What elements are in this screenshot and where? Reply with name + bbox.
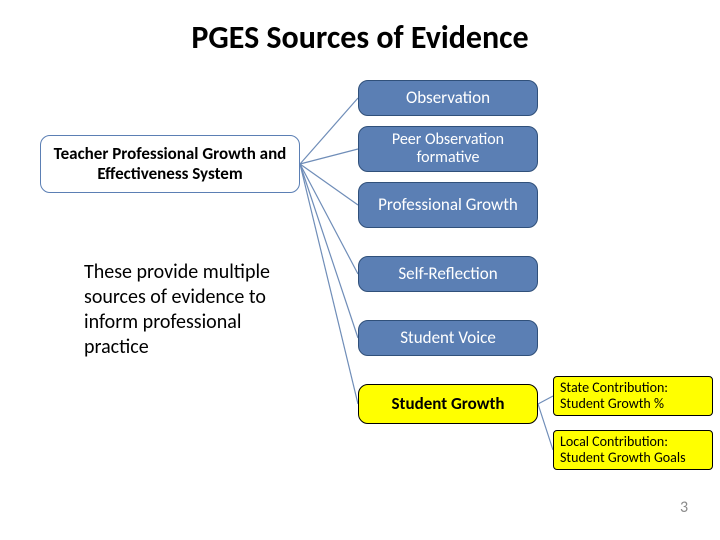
right-node-4: Student Voice xyxy=(358,320,538,356)
right-node-0: Observation xyxy=(358,80,538,116)
right-node-3: Self-Reflection xyxy=(358,256,538,292)
description-text: These provide multiple sources of eviden… xyxy=(84,260,304,360)
page-number: 3 xyxy=(680,498,688,517)
right-node-2: Professional Growth xyxy=(358,182,538,228)
right-node-1: Peer Observation formative xyxy=(358,126,538,172)
slide-title: PGES Sources of Evidence xyxy=(0,18,720,57)
contrib-box-0: State Contribution: Student Growth % xyxy=(553,376,713,416)
right-node-5: Student Growth xyxy=(358,384,538,424)
contrib-box-1: Local Contribution: Student Growth Goals xyxy=(553,430,713,470)
main-node: Teacher Professional Growth and Effectiv… xyxy=(40,135,300,193)
